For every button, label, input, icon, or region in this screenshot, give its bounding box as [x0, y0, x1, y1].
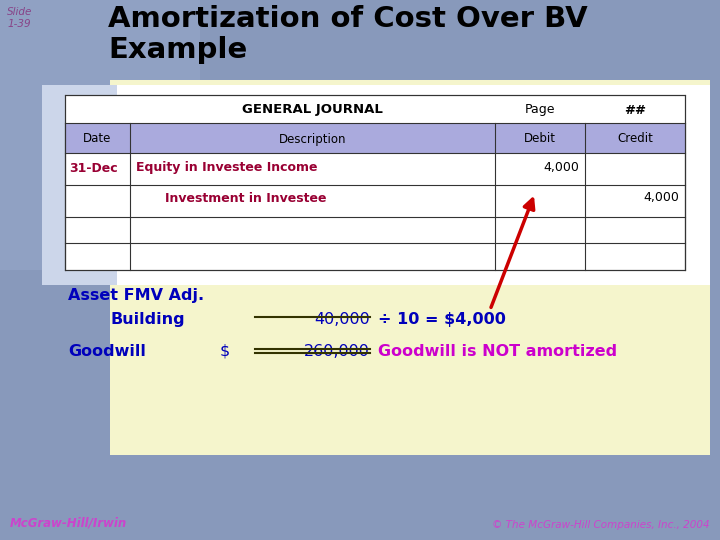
Bar	[65, 123, 685, 153]
Bar	[110, 80, 710, 455]
Text: Page: Page	[525, 104, 555, 117]
Bar	[65, 95, 685, 270]
Text: Investment in Investee: Investment in Investee	[165, 192, 326, 205]
Text: 31-Dec: 31-Dec	[69, 161, 117, 174]
Text: Asset FMV Adj.: Asset FMV Adj.	[68, 288, 204, 303]
Text: Building: Building	[110, 312, 184, 327]
Bar	[42, 85, 710, 285]
Text: Goodwill: Goodwill	[68, 344, 146, 359]
Text: 260,000: 260,000	[304, 344, 370, 359]
Text: ##: ##	[624, 104, 646, 117]
Bar	[42, 85, 117, 285]
Text: Slide
1-39: Slide 1-39	[7, 7, 32, 29]
Text: Date: Date	[84, 132, 112, 145]
Text: ÷ 10 = $4,000: ÷ 10 = $4,000	[378, 312, 506, 327]
Text: Credit: Credit	[617, 132, 653, 145]
Text: GENERAL JOURNAL: GENERAL JOURNAL	[242, 104, 383, 117]
Text: Description: Description	[279, 132, 346, 145]
Bar	[0, 0, 200, 270]
Text: Goodwill is NOT amortized: Goodwill is NOT amortized	[378, 344, 617, 359]
Text: © The McGraw-Hill Companies, Inc., 2004: © The McGraw-Hill Companies, Inc., 2004	[492, 520, 710, 530]
Text: $: $	[220, 344, 230, 359]
Text: Debit: Debit	[524, 132, 556, 145]
Text: Equity in Investee Income: Equity in Investee Income	[136, 161, 318, 174]
Text: 4,000: 4,000	[543, 161, 579, 174]
Text: 4,000: 4,000	[643, 192, 679, 205]
Text: Amortization of Cost Over BV
Example: Amortization of Cost Over BV Example	[108, 5, 588, 64]
Text: McGraw-Hill/Irwin: McGraw-Hill/Irwin	[10, 517, 127, 530]
Text: 40,000: 40,000	[314, 312, 370, 327]
